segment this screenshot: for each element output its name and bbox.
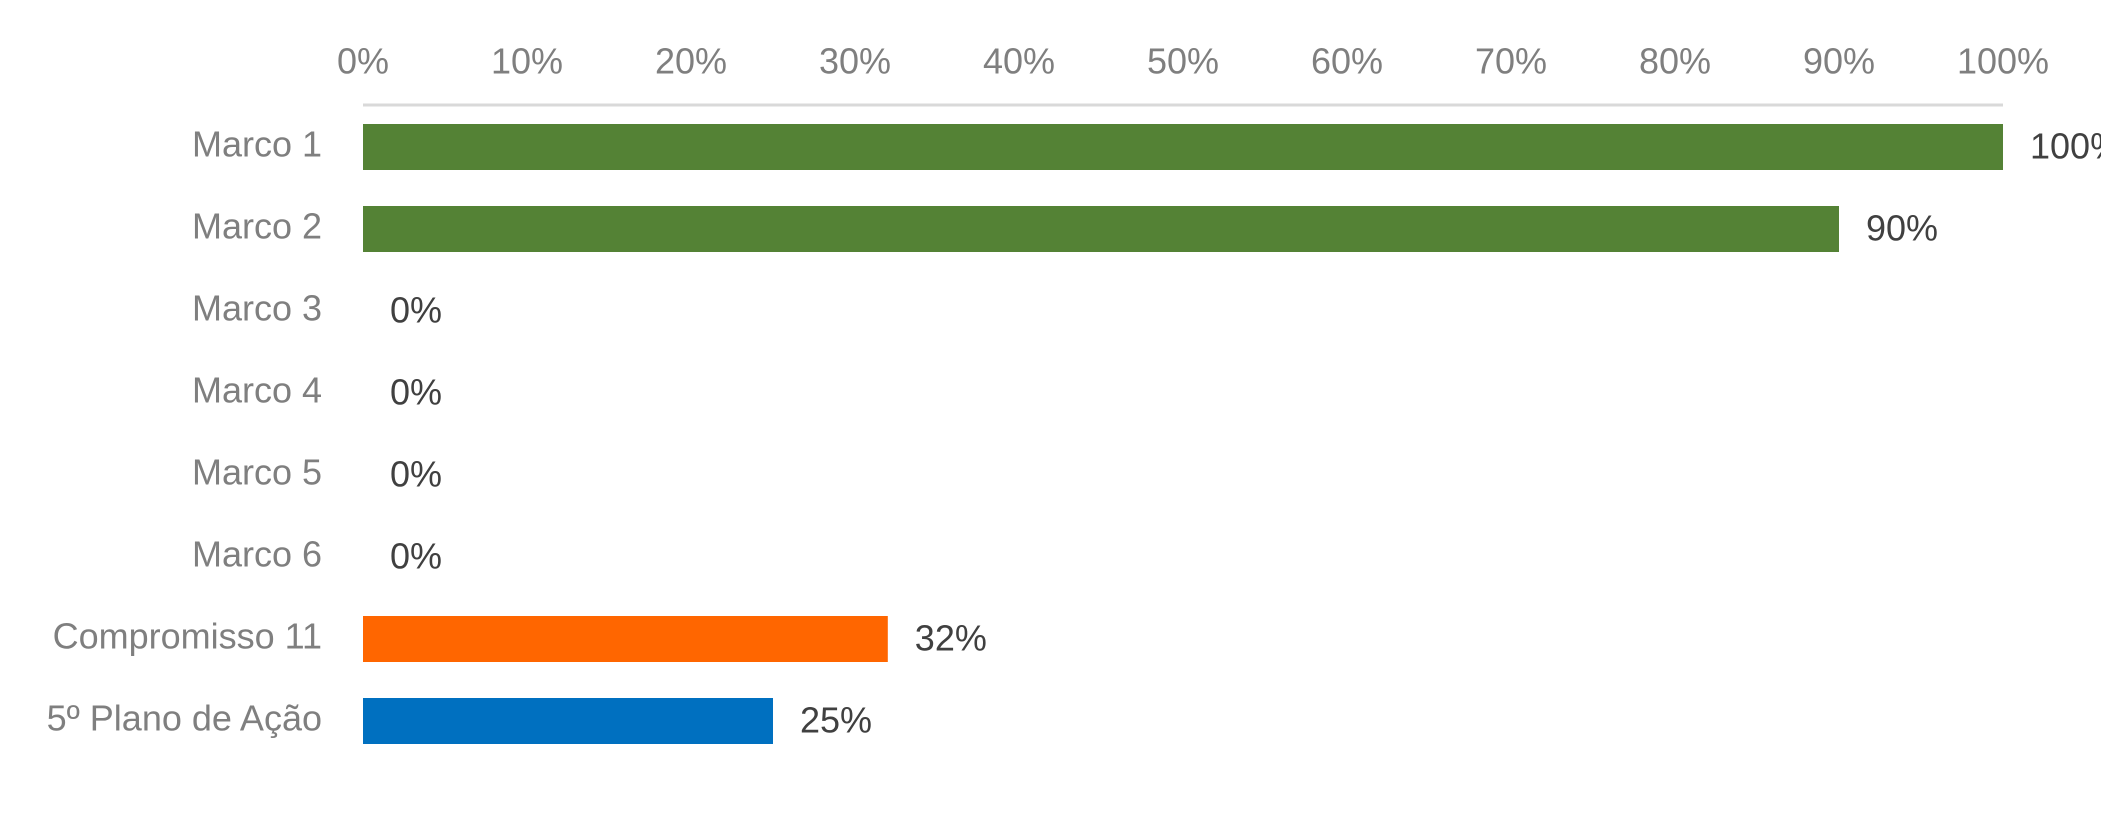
category-label: Marco 4 <box>192 370 322 411</box>
data-label: 32% <box>915 618 987 659</box>
x-tick-label: 80% <box>1639 41 1711 82</box>
x-tick-label: 60% <box>1311 41 1383 82</box>
category-labels: Marco 1 Marco 2 Marco 3 Marco 4 Marco 5 Marco… <box>47 124 322 739</box>
category-label: Marco 3 <box>192 288 322 329</box>
x-tick-label: 10% <box>491 41 563 82</box>
data-label: 0% <box>390 536 442 577</box>
x-tick-label: 20% <box>655 41 727 82</box>
data-label: 0% <box>390 454 442 495</box>
bar <box>363 124 2003 170</box>
data-labels: 100% 90% 0% 0% 0% 0% 32% 25% <box>390 126 2101 741</box>
x-tick-label: 30% <box>819 41 891 82</box>
x-tick-label: 40% <box>983 41 1055 82</box>
category-label: Marco 2 <box>192 206 322 247</box>
data-label: 100% <box>2030 126 2101 167</box>
x-tick-label: 90% <box>1803 41 1875 82</box>
category-label: Compromisso 11 <box>53 616 322 657</box>
data-label: 25% <box>800 700 872 741</box>
data-label: 0% <box>390 290 442 331</box>
x-tick-label: 0% <box>337 41 389 82</box>
category-label: Marco 5 <box>192 452 322 493</box>
bar <box>363 616 888 662</box>
category-label: Marco 1 <box>192 124 322 165</box>
x-tick-label: 100% <box>1957 41 2049 82</box>
category-label: Marco 6 <box>192 534 322 575</box>
x-axis-ticks: 0% 10% 20% 30% 40% 50% 60% 70% 80% 90% 100% <box>337 41 2049 82</box>
data-label: 90% <box>1866 208 1938 249</box>
x-tick-label: 70% <box>1475 41 1547 82</box>
bar <box>363 698 773 744</box>
category-label: 5º Plano de Ação <box>47 698 322 739</box>
bars <box>363 124 2003 744</box>
x-tick-label: 50% <box>1147 41 1219 82</box>
data-label: 0% <box>390 372 442 413</box>
bar <box>363 206 1839 252</box>
